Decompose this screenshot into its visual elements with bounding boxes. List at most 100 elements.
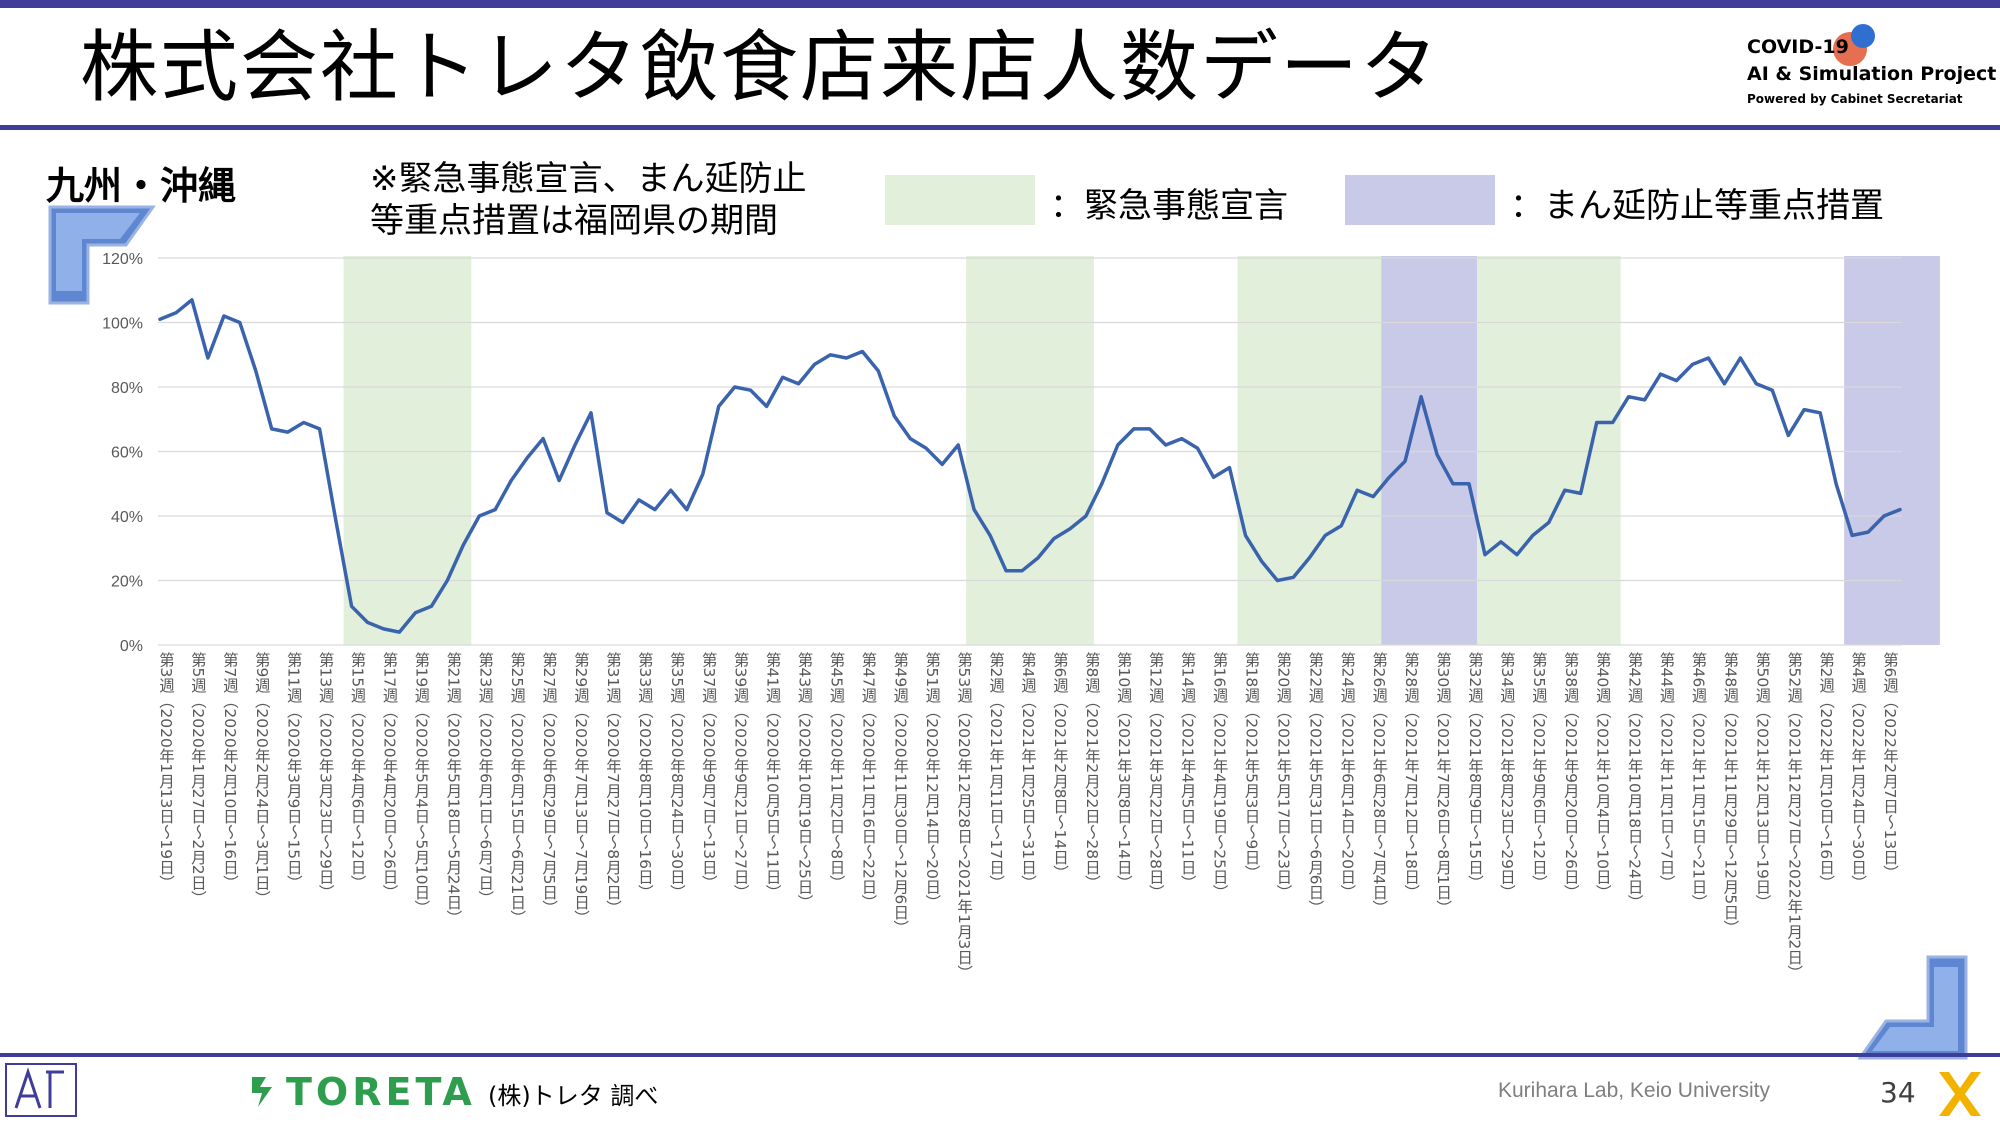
x-tick-label: 第44週（2021年11月1日～7日） <box>1658 652 1676 890</box>
note-line1: ※緊急事態宣言、まん延防止 <box>370 159 807 199</box>
x-tick-label: 第32週（2021年8月9日～15日） <box>1466 652 1484 890</box>
data-point <box>1755 382 1758 385</box>
data-point <box>988 534 992 537</box>
data-point <box>972 508 976 511</box>
data-point <box>1866 530 1870 534</box>
data-point <box>829 353 832 356</box>
data-point <box>1739 356 1742 360</box>
data-point <box>1116 443 1119 447</box>
toreta-mark-icon <box>252 1077 272 1107</box>
x-tick-label: 第18週（2021年5月3日～9日） <box>1243 652 1261 881</box>
legend-emergency-swatch <box>885 175 1035 225</box>
x-tick-label: 第7週（2020年2月10日～16日） <box>221 652 239 890</box>
x-tick-label: 第15週（2020年4月6日～12日） <box>349 652 367 890</box>
data-point <box>621 521 625 524</box>
data-point <box>1180 437 1183 440</box>
data-point <box>1515 553 1519 556</box>
data-point <box>1356 489 1359 492</box>
data-point <box>1643 398 1646 402</box>
region-label: 九州・沖縄 <box>46 164 237 208</box>
x-tick-label: 第30週（2021年7月26日～8月1日） <box>1434 652 1452 916</box>
data-point <box>1435 453 1439 456</box>
x-tick-label: 第53週（2020年12月28日～2021年1月3日） <box>955 652 973 981</box>
data-point <box>1483 553 1487 556</box>
data-point <box>749 389 752 392</box>
data-point <box>1196 447 1199 450</box>
data-point <box>1627 395 1630 398</box>
x-mark-icon <box>1939 1072 1981 1116</box>
data-point <box>509 479 513 482</box>
data-point <box>941 463 944 466</box>
data-point <box>446 579 449 582</box>
x-tick-label: 第20週（2021年5月17日～23日） <box>1274 652 1292 900</box>
data-point <box>1834 482 1838 485</box>
data-point <box>1691 363 1694 366</box>
y-tick-label: 0% <box>120 638 143 655</box>
data-point <box>1260 559 1263 563</box>
x-tick-label: 第4週（2021年1月25日～31日） <box>1019 652 1037 890</box>
data-point <box>525 456 529 460</box>
data-point <box>589 411 593 414</box>
x-tick-label: 第4週（2022年1月24日～30日） <box>1849 652 1867 890</box>
x-tick-label: 第35週（2020年8月24日～30日） <box>668 652 686 900</box>
data-point <box>717 405 720 408</box>
data-point <box>653 508 657 511</box>
data-point <box>1771 389 1774 392</box>
data-point <box>1164 443 1167 447</box>
data-point <box>398 630 401 634</box>
x-tick-label: 第21週（2020年5月18日～5月24日） <box>444 652 462 926</box>
data-point <box>1372 495 1375 498</box>
toreta-brand-text: TORETA <box>286 1070 476 1114</box>
logo-line1: COVID-19 <box>1747 36 1849 58</box>
priority-band-4 <box>1445 256 1477 645</box>
page-title: 株式会社トレタ飲食店来店人数データ <box>80 23 1441 113</box>
x-tick-label: 第31週（2020年7月27日～8月2日） <box>604 652 622 916</box>
x-tick-label: 第33週（2020年8月10日～16日） <box>636 652 654 900</box>
x-tick-label: 第10週（2021年3月8日～14日） <box>1115 652 1133 890</box>
legend-priority-swatch <box>1345 175 1495 225</box>
footer-divider <box>0 1053 2000 1057</box>
x-tick-label: 第48週（2021年11月29日～12月5日） <box>1721 652 1739 936</box>
data-point <box>1132 427 1135 431</box>
data-point <box>1850 534 1854 537</box>
y-tick-label: 20% <box>111 574 143 591</box>
data-point <box>557 479 561 482</box>
data-point <box>893 414 896 418</box>
data-point <box>1611 421 1614 424</box>
data-point <box>541 437 545 440</box>
x-tick-label: 第34週（2021年8月23日～29日） <box>1498 652 1516 900</box>
data-point <box>222 314 226 318</box>
data-point <box>909 437 912 440</box>
title-divider <box>0 125 2000 130</box>
emergency-band-1 <box>966 256 1094 645</box>
data-point <box>414 611 417 614</box>
data-point <box>1292 576 1295 579</box>
data-point <box>270 427 273 431</box>
x-tick-label: 第41週（2020年10月5日～11日） <box>764 652 782 900</box>
data-point <box>733 385 736 389</box>
data-point <box>1244 534 1247 537</box>
data-point <box>1818 411 1822 414</box>
x-tick-label: 第38週（2021年9月20日～26日） <box>1562 652 1580 900</box>
data-point <box>605 511 609 514</box>
toreta-logo: TORETA <box>248 1070 476 1114</box>
data-point <box>1898 508 1902 511</box>
note-line2: 等重点措置は福岡県の期間 <box>370 201 778 241</box>
data-point <box>956 443 960 447</box>
data-point <box>1563 489 1566 492</box>
data-point <box>366 621 369 624</box>
legend-priority-label: ：まん延防止等重点措置 <box>1510 186 1884 226</box>
emergency-band-0 <box>343 256 472 645</box>
data-point <box>1675 379 1678 382</box>
page-number: 34 <box>1880 1076 1916 1109</box>
x-tick-label: 第37週（2020年9月7日～13日） <box>700 652 718 890</box>
data-point <box>1467 482 1471 485</box>
x-tick-label: 第25週（2020年6月15日～6月21日） <box>508 652 526 926</box>
data-point <box>685 508 688 511</box>
data-point <box>1020 569 1024 573</box>
x-tick-label: 第27週（2020年6月29日～7月5日） <box>540 652 558 916</box>
data-point <box>350 605 353 608</box>
data-point <box>1595 421 1598 424</box>
series-line-0 <box>158 298 1902 634</box>
data-point <box>318 427 321 431</box>
